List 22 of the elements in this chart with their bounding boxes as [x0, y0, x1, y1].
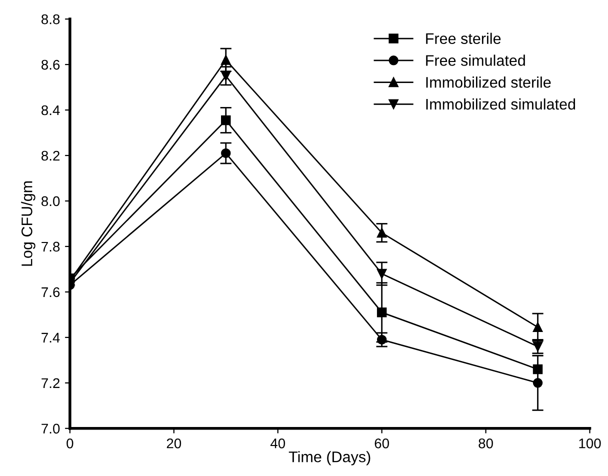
y-tick-label: 8.6 [41, 60, 60, 70]
y-tick-label: 7.0 [42, 424, 60, 434]
y-tick-label: 8.2 [41, 150, 60, 161]
x-axis-title: Time (Days) [288, 451, 370, 466]
y-tick-label: 8.0 [41, 196, 60, 206]
x-tick-label: 40 [270, 438, 286, 448]
legend-label: Free sterile [426, 32, 501, 44]
y-tick-label: 7.4 [42, 332, 60, 342]
x-tick-label: 20 [166, 438, 182, 448]
legend-label: Free simulated [426, 54, 525, 66]
legend-label: Immobilized sterile [426, 76, 551, 88]
x-tick-label: 0 [66, 438, 74, 448]
x-tick-label: 100 [579, 438, 601, 448]
y-tick-label: 7.2 [42, 378, 60, 388]
y-tick-label: 7.8 [42, 242, 60, 252]
x-tick-label: 60 [374, 438, 390, 448]
x-tick-label: 80 [478, 438, 493, 448]
y-axis-title: Log CFU/gm [21, 181, 36, 266]
y-tick-label: 7.6 [42, 287, 60, 298]
y-tick-label: 8.8 [41, 14, 60, 24]
y-tick-label: 8.4 [41, 105, 60, 116]
legend-label: Immobilized simulated [426, 98, 576, 110]
